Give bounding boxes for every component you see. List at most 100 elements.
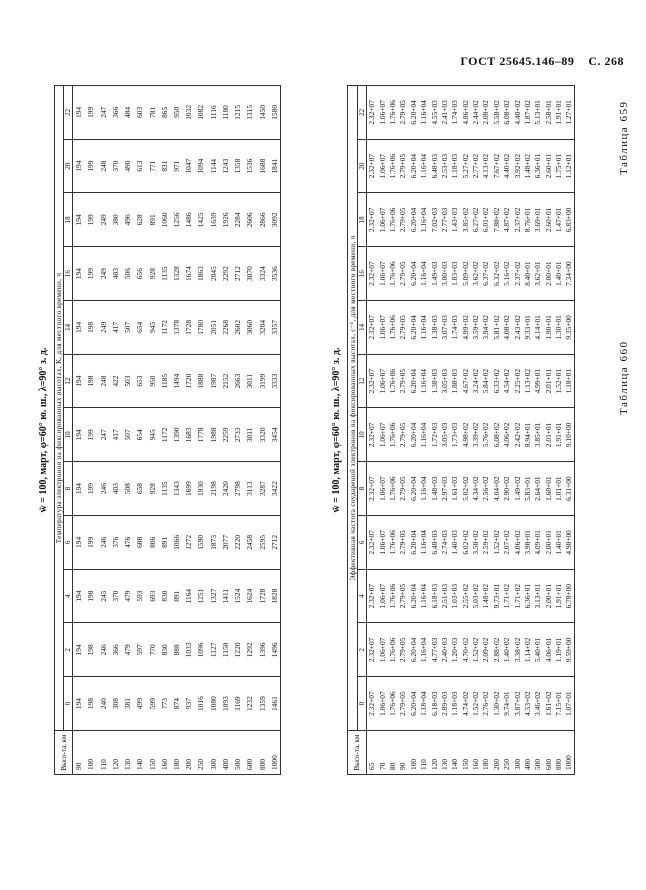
value-cell: 308 bbox=[109, 676, 122, 731]
value-cell: 1.06+07 bbox=[376, 515, 388, 570]
height-cell: 110 bbox=[96, 730, 110, 775]
height-cell: 130 bbox=[439, 730, 450, 775]
data-row: 110 1.18+04 1.16+04 1.16+04 1.16+04 1.16+04 1.… bbox=[418, 85, 429, 775]
value-cell: 2.32+07 bbox=[366, 246, 377, 301]
standard: ГОСТ 25645.146–89 bbox=[460, 54, 575, 68]
data-row: 200 937 1033 1164 1272 1699 1683 1720 1728 1674 14… bbox=[182, 85, 195, 775]
value-cell: 3.39+02 bbox=[470, 408, 481, 462]
value-cell: 1699 bbox=[182, 461, 195, 516]
height-cell: 200 bbox=[182, 730, 195, 775]
value-cell: 1.16+04 bbox=[418, 623, 429, 677]
value-cell: 2.79+05 bbox=[397, 139, 409, 193]
value-cell: 1082 bbox=[194, 85, 208, 140]
value-cell: 1060 bbox=[158, 193, 171, 247]
value-cell: 6.48+03 bbox=[428, 515, 440, 570]
height-cell: 100 bbox=[408, 730, 419, 775]
value-cell: 2.37+02 bbox=[511, 193, 523, 247]
value-cell: 476 bbox=[121, 515, 134, 570]
value-cell: 2.32+07 bbox=[366, 300, 377, 355]
value-cell: 2045 bbox=[207, 246, 220, 301]
value-cell: 507 bbox=[121, 408, 134, 462]
value-cell: 2.00+01 bbox=[543, 515, 554, 570]
value-cell: 1232 bbox=[243, 676, 257, 731]
value-cell: 656 bbox=[133, 246, 146, 301]
value-cell: 5.13+01 bbox=[532, 85, 544, 140]
value-cell: 3536 bbox=[268, 246, 281, 301]
value-cell: 194 bbox=[72, 354, 85, 408]
value-cell: 1.06+07 bbox=[376, 623, 388, 677]
hour-header: 14 bbox=[357, 300, 367, 355]
value-cell: 3454 bbox=[268, 408, 281, 462]
height-cell: 500 bbox=[231, 730, 244, 775]
data-row: 140 499 597 593 608 658 654 653 654 656 628 613 603 bbox=[133, 85, 146, 775]
value-cell: 1135 bbox=[158, 246, 171, 301]
value-cell: 2.59+02 bbox=[480, 515, 492, 570]
value-cell: 3.24+02 bbox=[470, 354, 481, 408]
value-cell: 249 bbox=[96, 193, 110, 247]
value-cell: 6.20+04 bbox=[408, 515, 419, 570]
value-cell: 1.07+01 bbox=[563, 676, 575, 731]
value-cell: 928 bbox=[145, 246, 159, 301]
value-cell: 2.89+03 bbox=[439, 676, 450, 731]
data-row: 150 599 770 693 806 928 945 950 945 928 891 771 781 bbox=[145, 85, 159, 775]
value-cell: 6.20+04 bbox=[408, 193, 419, 247]
value-cell: 1683 bbox=[182, 408, 195, 462]
value-cell: 3.87+02 bbox=[511, 676, 523, 731]
data-row: 1000 1461 1496 1828 2712 3422 3454 3333 3357 3536… bbox=[268, 85, 281, 775]
value-cell: 3.94+02 bbox=[480, 300, 492, 355]
data-row: 250 1016 1096 1251 1590 1930 1778 1888 1780 1863 1… bbox=[194, 85, 208, 775]
value-cell: 1180 bbox=[219, 85, 232, 140]
data-row: 150 4.74+02 4.70+02 2.55+02 6.02+02 5.02+02 4.… bbox=[460, 85, 471, 775]
value-cell: 1150 bbox=[219, 623, 232, 677]
hour-header: 10 bbox=[63, 408, 73, 462]
value-cell: 1926 bbox=[219, 193, 232, 247]
table-title: w̄ = 100, март, φ=60° ю. ш., λ=90° з. д. bbox=[331, 347, 342, 513]
value-cell: 417 bbox=[109, 408, 122, 462]
data-row: 400 1093 1150 1411 2077 2420 2259 2152 2268 2292 1… bbox=[219, 85, 232, 775]
value-cell: 6.78+00 bbox=[563, 569, 575, 623]
hour-header: 0 bbox=[63, 676, 73, 731]
value-cell: 1828 bbox=[268, 569, 281, 623]
value-cell: 2268 bbox=[219, 300, 232, 355]
value-cell: 2.00+01 bbox=[543, 569, 554, 623]
hour-header: 0 bbox=[357, 676, 367, 731]
page-header: ГОСТ 25645.146–89 С. 268 bbox=[446, 54, 624, 69]
value-cell: 6.20+04 bbox=[408, 676, 419, 731]
value-cell: 1220 bbox=[231, 623, 244, 677]
value-cell: 1450 bbox=[256, 85, 269, 140]
value-cell: 194 bbox=[72, 246, 85, 301]
hour-header: 10 bbox=[357, 408, 367, 462]
value-cell: 1243 bbox=[219, 139, 232, 193]
value-cell: 1.38+03 bbox=[428, 300, 440, 355]
height-cell: 120 bbox=[109, 730, 122, 775]
value-cell: 249 bbox=[96, 300, 110, 355]
data-row: 65 2.32+07 2.32+07 2.32+07 2.32+07 2.32+07 2.3… bbox=[366, 85, 377, 775]
page-number: С. 268 bbox=[588, 54, 624, 68]
value-cell: 4.98+00 bbox=[563, 515, 575, 570]
value-cell: 654 bbox=[133, 408, 146, 462]
value-cell: 508 bbox=[121, 461, 134, 516]
value-cell: 4.99+02 bbox=[460, 300, 471, 355]
value-cell: 3113 bbox=[243, 461, 257, 516]
value-cell: 1.91+01 bbox=[553, 569, 564, 623]
value-cell: 3070 bbox=[243, 246, 257, 301]
height-cell: 1000 bbox=[563, 730, 575, 775]
value-cell: 2.44+02 bbox=[470, 85, 481, 140]
value-cell: 1.16+04 bbox=[418, 85, 429, 140]
value-cell: 1172 bbox=[158, 300, 171, 355]
table-head: Высо-та, км Температура электронов на фик… bbox=[54, 85, 73, 775]
value-cell: 1873 bbox=[207, 515, 220, 570]
value-cell: 194 bbox=[72, 515, 85, 570]
data-row: 90 194 194 194 194 194 194 194 194 194 194 194 194 bbox=[72, 85, 85, 775]
height-cell: 300 bbox=[511, 730, 523, 775]
value-cell: 240 bbox=[96, 676, 110, 731]
value-cell: 2.08+02 bbox=[480, 85, 492, 140]
value-cell: 4.54+02 bbox=[501, 354, 512, 408]
value-cell: 1.60+01 bbox=[543, 461, 554, 516]
data-row: 800 1359 1396 1728 2595 3287 3320 3199 3204 3324 2… bbox=[256, 85, 269, 775]
value-cell: 1.01+01 bbox=[553, 461, 564, 516]
height-cell: 110 bbox=[418, 730, 429, 775]
value-cell: 6.08+02 bbox=[491, 408, 502, 462]
value-cell: 1033 bbox=[182, 623, 195, 677]
